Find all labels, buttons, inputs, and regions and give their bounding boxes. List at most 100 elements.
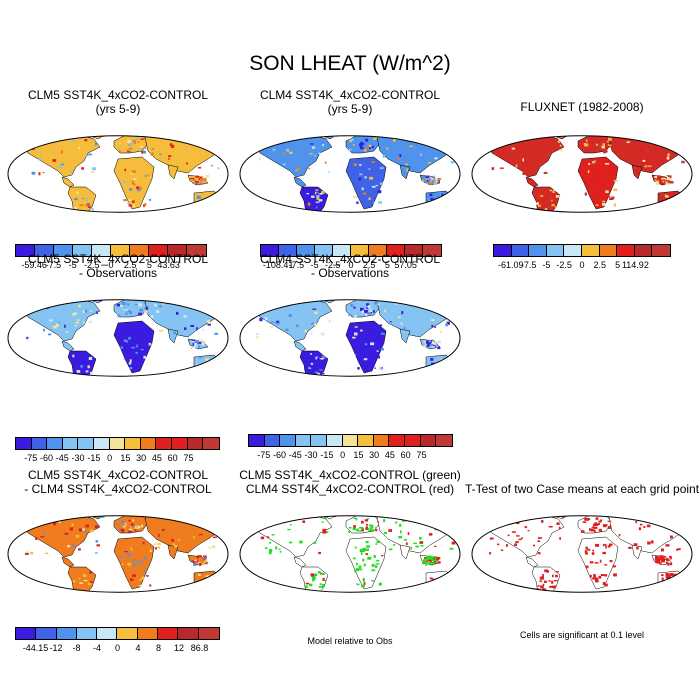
map-cell (533, 544, 536, 547)
map-cell (287, 528, 291, 531)
map-cell (558, 514, 560, 516)
map-cell (447, 582, 451, 585)
map-cell (400, 530, 402, 534)
map-cell (515, 164, 518, 168)
map-cell (356, 583, 360, 586)
map-cell (314, 205, 317, 209)
colorbar-tick-label: -2.5 (556, 260, 572, 270)
colorbar-tick-label: -44.15 (22, 643, 49, 653)
colorbar-tick-label: 57.05 (394, 260, 417, 270)
map-cell (321, 373, 325, 375)
map-cell (594, 562, 599, 564)
map-cell (93, 135, 96, 136)
map-cell (130, 173, 135, 175)
map-cell (361, 310, 364, 314)
map-cell (64, 532, 69, 535)
map-cell (665, 573, 670, 577)
map-cell (542, 198, 545, 202)
map-cell (607, 144, 612, 146)
map-cell (79, 204, 84, 207)
map-cell (420, 545, 424, 547)
map-cell (129, 367, 133, 370)
map-cell (500, 517, 503, 519)
map-cell (200, 581, 202, 584)
map-cell (419, 153, 423, 156)
land-asia (607, 515, 691, 554)
colorbar-tick-label: 60 (167, 453, 178, 463)
map-p7 (7, 511, 229, 593)
map-cell (130, 141, 134, 145)
map-p5 (239, 294, 461, 377)
colorbar-tick-label: 30 (369, 450, 380, 460)
map-cell (317, 357, 320, 361)
map-cell (604, 142, 608, 146)
map-cell (264, 317, 268, 321)
map-cell (72, 371, 77, 374)
map-cell (93, 128, 97, 131)
map-cell (87, 582, 92, 585)
map-cell (26, 551, 29, 554)
map-cell (52, 227, 55, 228)
map-cell (88, 204, 91, 207)
map-cell (64, 324, 66, 328)
colorbar-tick-label: -12 (49, 643, 63, 653)
map-cell (644, 158, 649, 162)
map-cell (218, 362, 223, 366)
map-cell (174, 299, 177, 304)
map-cell (544, 569, 548, 573)
map-cell (405, 163, 408, 166)
map-cell (428, 555, 432, 559)
colorbar-cell (351, 245, 369, 256)
map-cell (94, 294, 97, 296)
map-cell (543, 597, 546, 599)
colorbar-cell (315, 245, 333, 256)
map-cell (289, 151, 293, 154)
map-cell (327, 294, 330, 297)
map-cell (445, 203, 449, 207)
map-cell (370, 525, 374, 528)
map-cell (556, 522, 560, 525)
map-cell (551, 585, 556, 589)
map-cell (439, 200, 443, 203)
map-cell (44, 552, 48, 554)
map-cell (85, 524, 89, 528)
colorbar-tick-label: 5 (146, 260, 152, 270)
map-cell (48, 223, 51, 226)
map-cell (359, 548, 364, 552)
colorbar-tick-label: 45 (384, 450, 395, 460)
map-cell (603, 543, 607, 546)
colorbar-cell (261, 245, 279, 256)
colorbar-tick-label: 12 (173, 643, 185, 653)
map-cell (77, 374, 80, 376)
map-cell (91, 511, 93, 514)
map-cell (321, 584, 325, 587)
map-cell (609, 197, 614, 200)
map-cell (376, 350, 379, 352)
map-cell (123, 339, 128, 342)
map-cell (360, 141, 364, 146)
map-cell (433, 175, 436, 177)
colorbar-tick-label: 43.63 (157, 260, 180, 270)
map-cell (359, 164, 362, 166)
map-cell (48, 319, 53, 322)
map-cell (99, 291, 101, 293)
land-antarctica (484, 223, 680, 229)
map-cell (549, 215, 551, 218)
map-cell (80, 213, 82, 214)
map-cell (499, 167, 504, 169)
map-cell (438, 364, 442, 367)
map-cell (443, 206, 446, 210)
colorbar-cell (130, 245, 149, 256)
map-cell (564, 512, 566, 515)
map-cell (330, 513, 332, 516)
colorbar-tick-label: 60 (400, 450, 411, 460)
colorbar-cell (47, 438, 63, 449)
map-cell (93, 127, 95, 130)
map-cell (174, 545, 178, 548)
map-cell (118, 146, 122, 148)
map-cell (92, 313, 95, 316)
land-antarctica (252, 603, 448, 609)
colorbar-cell (423, 245, 441, 256)
map-cell (131, 346, 136, 349)
map-cell (452, 144, 456, 147)
